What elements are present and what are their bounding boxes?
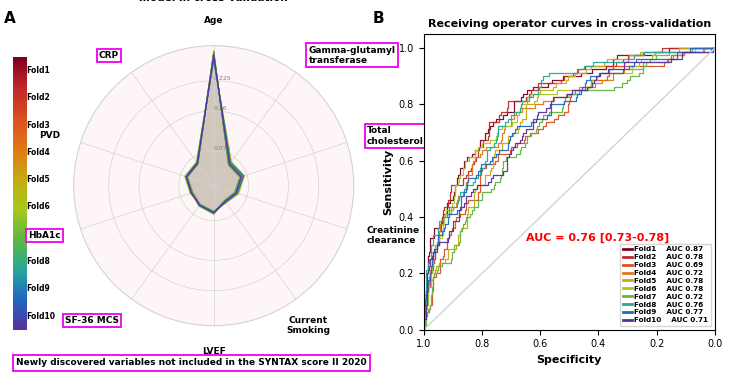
Text: Creatinine
clearance: Creatinine clearance (367, 226, 420, 245)
Y-axis label: Sensitivity: Sensitivity (383, 149, 393, 215)
Text: Total
cholesterol: Total cholesterol (367, 126, 424, 146)
Title: Receiving operator curves in cross-validation: Receiving operator curves in cross-valid… (427, 19, 711, 29)
Text: Current
Smoking: Current Smoking (287, 316, 330, 335)
X-axis label: Specificity: Specificity (537, 355, 602, 365)
Text: Fold9: Fold9 (27, 284, 50, 293)
Text: Fold2: Fold2 (27, 93, 50, 102)
Text: Fold8: Fold8 (27, 257, 50, 266)
Text: Fold3: Fold3 (27, 121, 50, 130)
Text: Fold1: Fold1 (27, 66, 50, 75)
Text: A: A (4, 11, 15, 27)
Text: HbA1c: HbA1c (28, 231, 60, 240)
Text: SF-36 MCS: SF-36 MCS (65, 316, 119, 325)
Text: Fold7: Fold7 (27, 230, 50, 239)
Text: Fold4: Fold4 (27, 148, 50, 157)
Text: PVD: PVD (40, 132, 60, 141)
Text: AUC = 0.76 [0.73-0.78]: AUC = 0.76 [0.73-0.78] (525, 233, 669, 243)
Title: Top 10 important variables of machine learning
model in cross-validation: Top 10 important variables of machine le… (74, 0, 354, 3)
Text: Fold5: Fold5 (27, 175, 50, 184)
Legend: Fold1    AUC 0.87, Fold2    AUC 0.78, Fold3    AUC 0.69, Fold4    AUC 0.72, Fold: Fold1 AUC 0.87, Fold2 AUC 0.78, Fold3 AU… (620, 244, 711, 326)
Text: Fold10: Fold10 (27, 312, 55, 321)
Text: LVEF: LVEF (202, 347, 226, 356)
Text: B: B (372, 11, 384, 27)
Text: Newly discovered variables not included in the SYNTAX score II 2020: Newly discovered variables not included … (16, 359, 367, 367)
Text: Age: Age (204, 16, 223, 25)
Text: Fold6: Fold6 (27, 202, 50, 211)
Text: CRP: CRP (99, 51, 119, 60)
Text: Gamma-glutamyl
transferase: Gamma-glutamyl transferase (308, 46, 395, 65)
